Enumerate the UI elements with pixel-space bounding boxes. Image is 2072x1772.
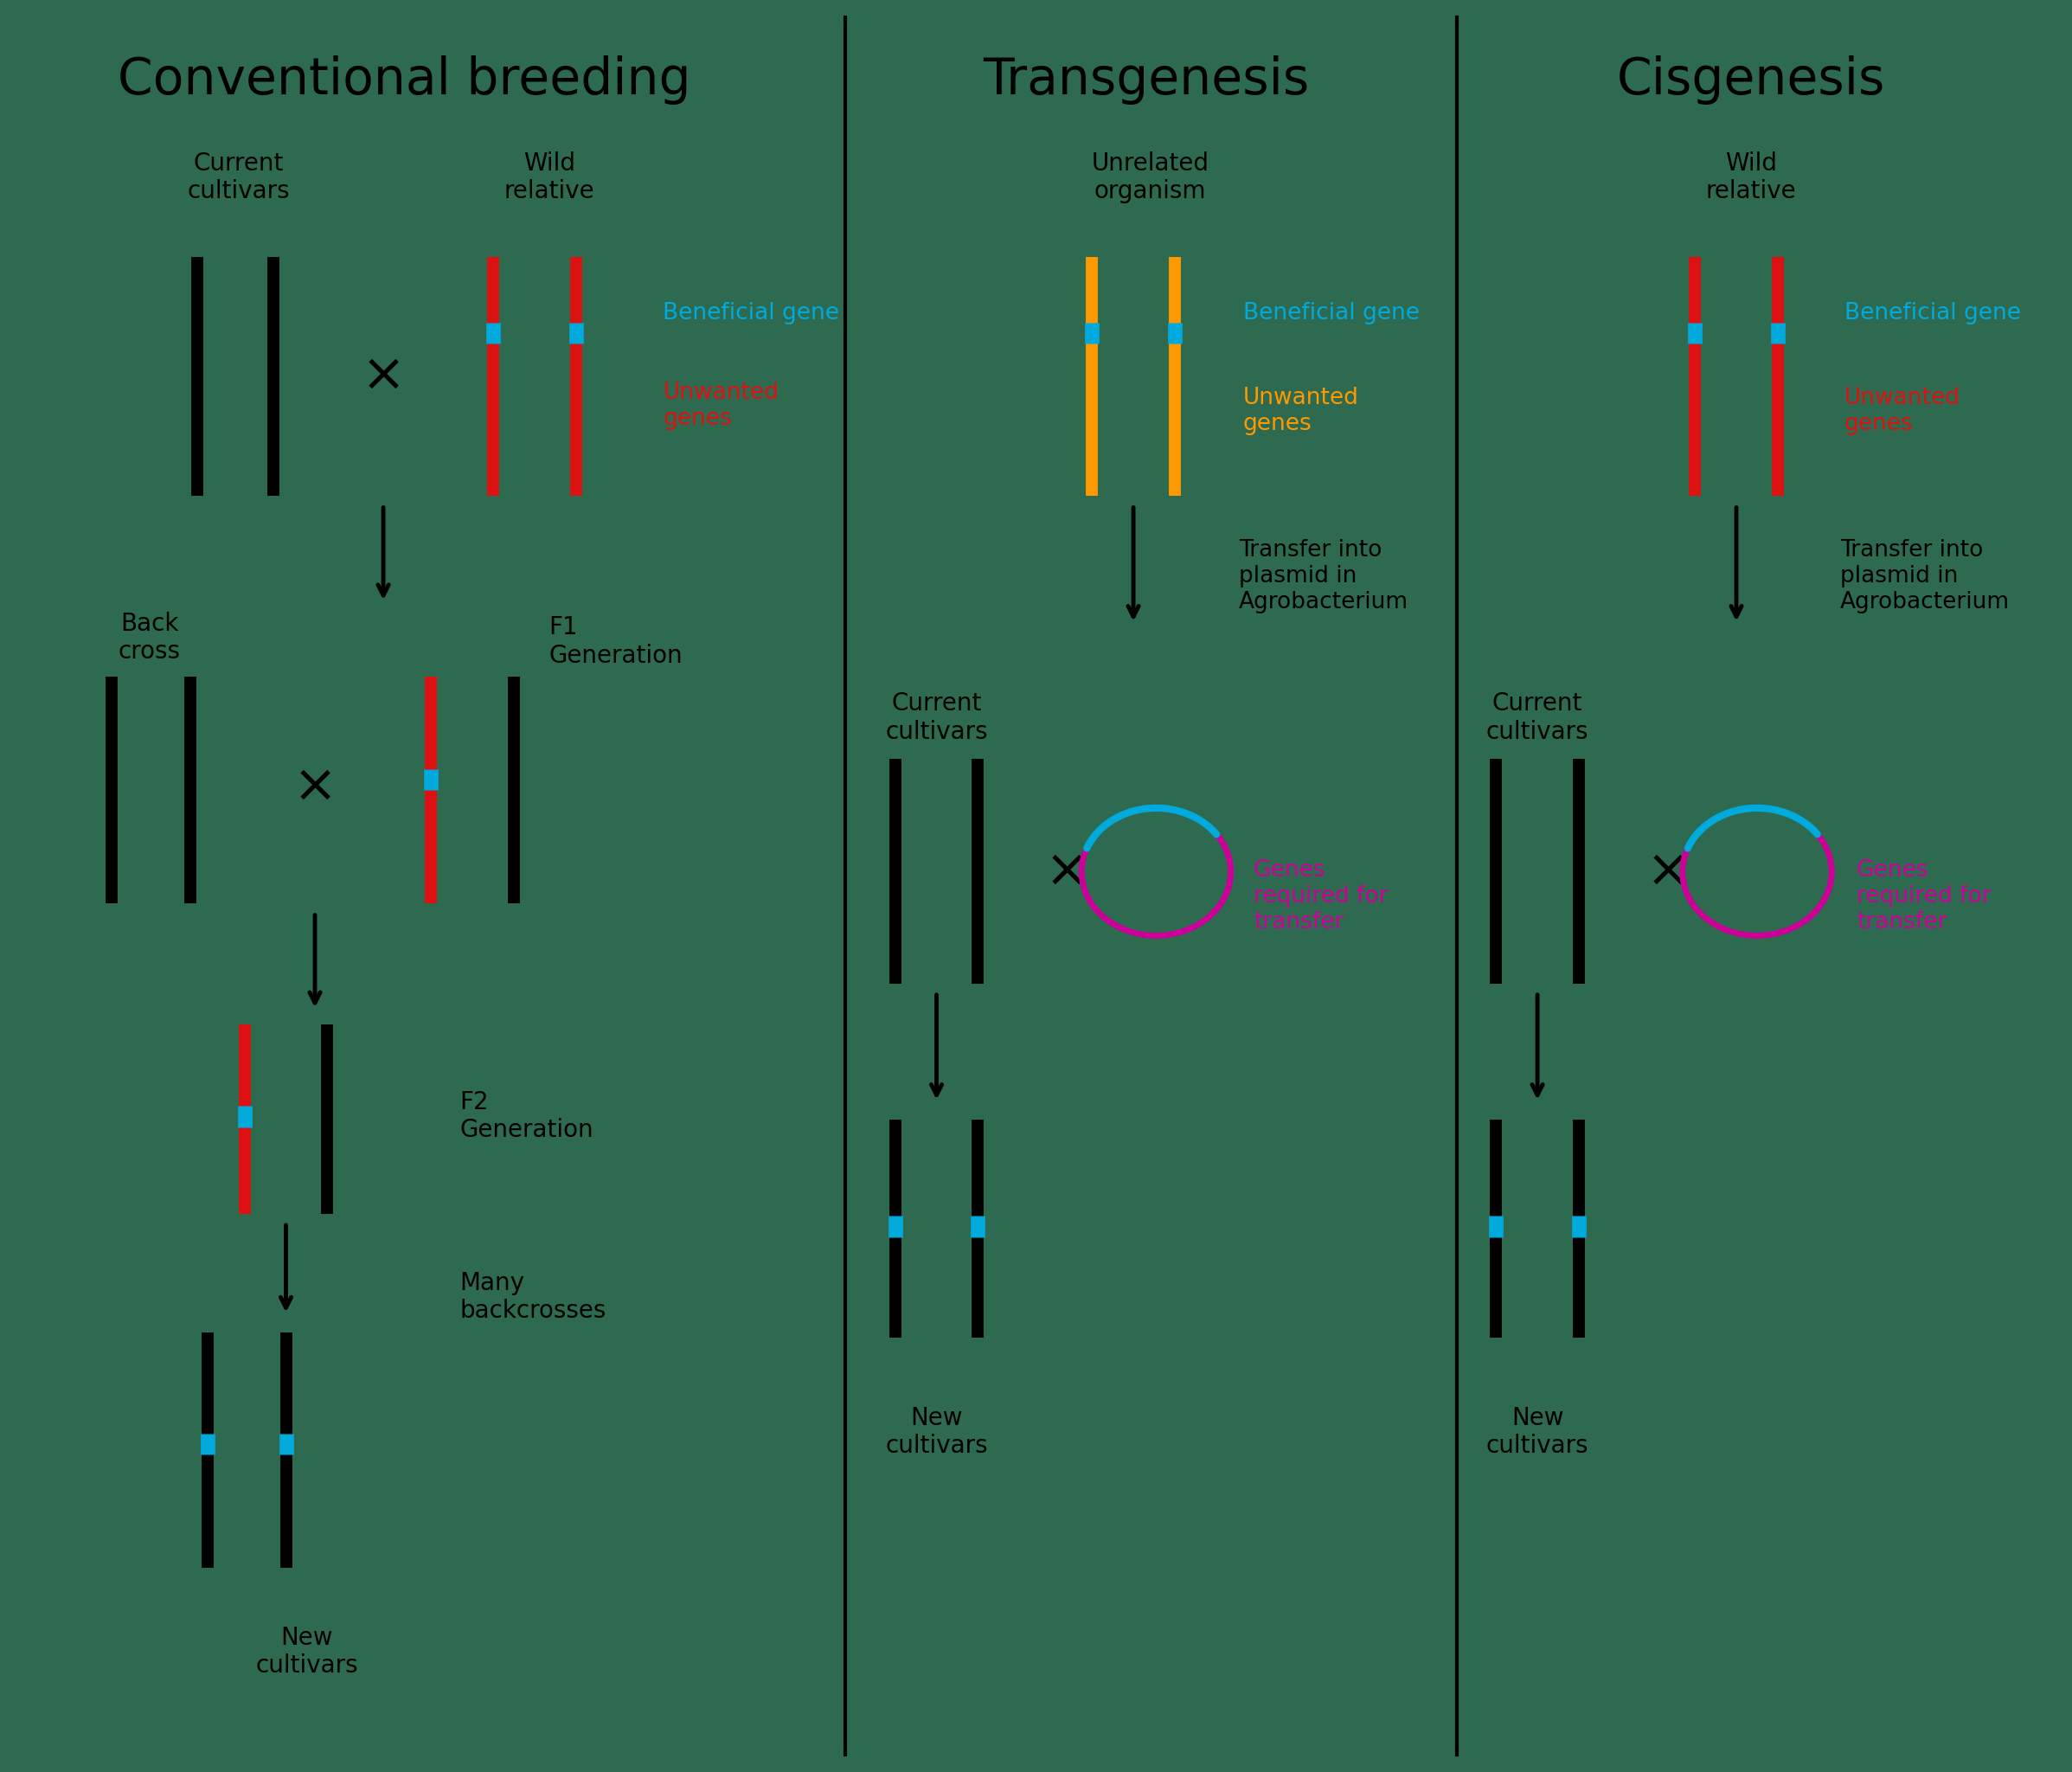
Text: Current
cultivars: Current cultivars	[1486, 691, 1589, 744]
Text: Cisgenesis: Cisgenesis	[1616, 55, 1886, 105]
Text: F2
Generation: F2 Generation	[460, 1090, 595, 1143]
Text: Transfer into
plasmid in
Agrobacterium: Transfer into plasmid in Agrobacterium	[1840, 539, 2010, 613]
Text: Beneficial gene: Beneficial gene	[663, 303, 839, 324]
Text: ×: ×	[1645, 847, 1691, 897]
Text: F1
Generation: F1 Generation	[549, 615, 684, 668]
Text: Unwanted
genes: Unwanted genes	[1243, 386, 1359, 436]
Text: Unwanted
genes: Unwanted genes	[1844, 386, 1960, 436]
Text: New
cultivars: New cultivars	[255, 1625, 358, 1678]
Text: Current
cultivars: Current cultivars	[186, 151, 290, 204]
Text: Conventional breeding: Conventional breeding	[118, 55, 690, 105]
Text: Back
cross: Back cross	[118, 611, 180, 664]
Text: Current
cultivars: Current cultivars	[885, 691, 988, 744]
Text: Genes
required for
transfer: Genes required for transfer	[1254, 859, 1388, 934]
Text: ×: ×	[292, 762, 338, 812]
Text: ×: ×	[361, 351, 406, 400]
Text: Unrelated
organism: Unrelated organism	[1092, 151, 1208, 204]
Text: Many
backcrosses: Many backcrosses	[460, 1271, 607, 1324]
Text: ×: ×	[1044, 847, 1090, 897]
Text: New
cultivars: New cultivars	[885, 1405, 988, 1458]
Text: Unwanted
genes: Unwanted genes	[663, 381, 779, 431]
Text: Wild
relative: Wild relative	[1705, 151, 1796, 204]
Text: Beneficial gene: Beneficial gene	[1243, 303, 1419, 324]
Text: Genes
required for
transfer: Genes required for transfer	[1857, 859, 1991, 934]
Text: New
cultivars: New cultivars	[1486, 1405, 1589, 1458]
Text: Transgenesis: Transgenesis	[982, 55, 1310, 105]
Text: Transfer into
plasmid in
Agrobacterium: Transfer into plasmid in Agrobacterium	[1239, 539, 1409, 613]
Text: Wild
relative: Wild relative	[503, 151, 595, 204]
Text: Beneficial gene: Beneficial gene	[1844, 303, 2020, 324]
